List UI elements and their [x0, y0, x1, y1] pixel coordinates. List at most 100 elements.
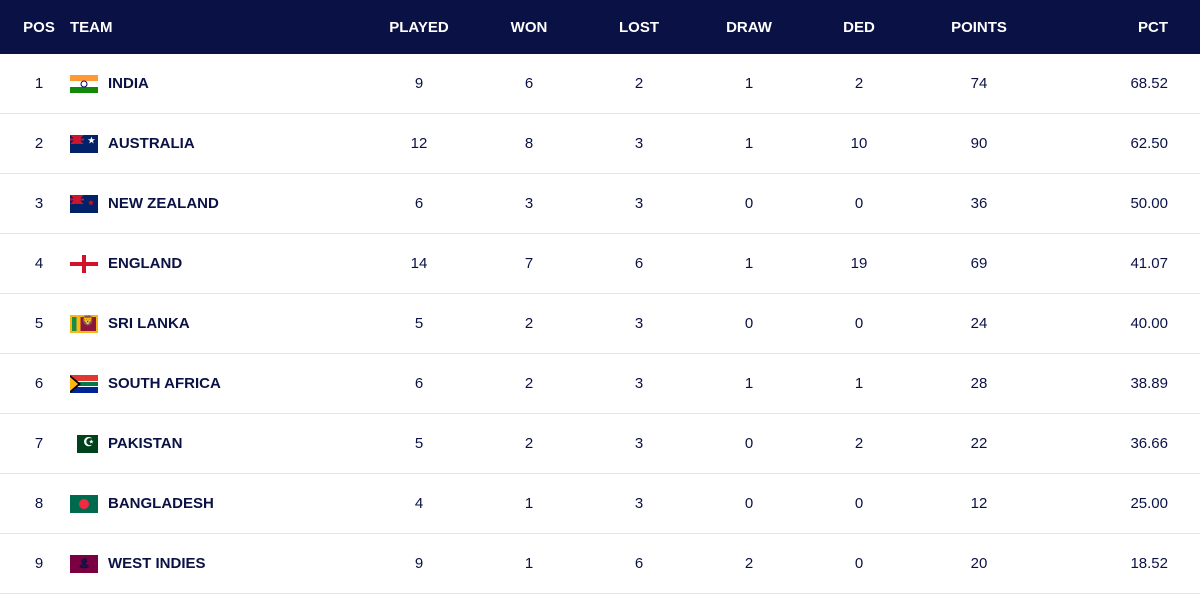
cell-played: 4: [364, 495, 474, 512]
cell-pct: 36.66: [1044, 435, 1174, 452]
cell-draw: 1: [694, 255, 804, 272]
cell-team[interactable]: BANGLADESH: [64, 495, 364, 513]
team-name: BANGLADESH: [108, 495, 214, 512]
cell-draw: 1: [694, 75, 804, 92]
table-row[interactable]: 9WEST INDIES916202018.52: [0, 534, 1200, 594]
table-row[interactable]: 4 ENGLAND 14761196941.07: [0, 234, 1200, 294]
cell-team[interactable]: ENGLAND: [64, 255, 364, 273]
cell-pct: 18.52: [1044, 555, 1174, 572]
team-name: INDIA: [108, 75, 149, 92]
table-row[interactable]: 1INDIA962127468.52: [0, 54, 1200, 114]
team-name: SRI LANKA: [108, 315, 190, 332]
cell-won: 2: [474, 375, 584, 392]
cell-played: 9: [364, 75, 474, 92]
cell-ded: 0: [804, 195, 914, 212]
cell-pos: 1: [14, 75, 64, 92]
cell-points: 22: [914, 435, 1044, 452]
team-name: ENGLAND: [108, 255, 182, 272]
cell-ded: 10: [804, 135, 914, 152]
team-name: NEW ZEALAND: [108, 195, 219, 212]
cell-won: 7: [474, 255, 584, 272]
team-name: SOUTH AFRICA: [108, 375, 221, 392]
cell-ded: 0: [804, 495, 914, 512]
col-points[interactable]: POINTS: [914, 19, 1044, 36]
cell-ded: 2: [804, 435, 914, 452]
col-team[interactable]: TEAM: [64, 19, 364, 36]
cell-won: 3: [474, 195, 584, 212]
cell-pos: 8: [14, 495, 64, 512]
col-pct[interactable]: PCT: [1044, 19, 1174, 36]
cell-team[interactable]: INDIA: [64, 75, 364, 93]
cell-team[interactable]: NEW ZEALAND: [64, 195, 364, 213]
cell-lost: 6: [584, 255, 694, 272]
cell-pos: 9: [14, 555, 64, 572]
table-row[interactable]: 7PAKISTAN523022236.66: [0, 414, 1200, 474]
cell-played: 6: [364, 195, 474, 212]
cell-played: 5: [364, 435, 474, 452]
cell-pct: 38.89: [1044, 375, 1174, 392]
cell-lost: 3: [584, 435, 694, 452]
col-ded[interactable]: DED: [804, 19, 914, 36]
cell-team[interactable]: SOUTH AFRICA: [64, 375, 364, 393]
cell-pct: 62.50: [1044, 135, 1174, 152]
cell-played: 9: [364, 555, 474, 572]
cell-played: 6: [364, 375, 474, 392]
cell-pct: 25.00: [1044, 495, 1174, 512]
cell-pct: 68.52: [1044, 75, 1174, 92]
team-name: WEST INDIES: [108, 555, 206, 572]
cell-pos: 4: [14, 255, 64, 272]
cell-points: 24: [914, 315, 1044, 332]
cell-won: 2: [474, 315, 584, 332]
col-pos[interactable]: POS: [14, 19, 64, 36]
cell-points: 20: [914, 555, 1044, 572]
cell-pct: 40.00: [1044, 315, 1174, 332]
cell-team[interactable]: PAKISTAN: [64, 435, 364, 453]
cell-pct: 41.07: [1044, 255, 1174, 272]
cell-pos: 2: [14, 135, 64, 152]
flag-icon: [70, 375, 98, 393]
cell-points: 90: [914, 135, 1044, 152]
cell-won: 6: [474, 75, 584, 92]
cell-played: 14: [364, 255, 474, 272]
cell-lost: 3: [584, 495, 694, 512]
flag-icon: [70, 495, 98, 513]
cell-draw: 0: [694, 495, 804, 512]
cell-points: 69: [914, 255, 1044, 272]
cell-pos: 6: [14, 375, 64, 392]
table-row[interactable]: 2AUSTRALIA12831109062.50: [0, 114, 1200, 174]
cell-won: 1: [474, 555, 584, 572]
cell-draw: 2: [694, 555, 804, 572]
flag-icon: [70, 255, 98, 273]
cell-team[interactable]: AUSTRALIA: [64, 135, 364, 153]
cell-team[interactable]: WEST INDIES: [64, 555, 364, 573]
cell-pos: 3: [14, 195, 64, 212]
col-draw[interactable]: DRAW: [694, 19, 804, 36]
table-row[interactable]: 3NEW ZEALAND633003650.00: [0, 174, 1200, 234]
col-won[interactable]: WON: [474, 19, 584, 36]
table-row[interactable]: 5SRI LANKA523002440.00: [0, 294, 1200, 354]
cell-pct: 50.00: [1044, 195, 1174, 212]
cell-points: 12: [914, 495, 1044, 512]
col-lost[interactable]: LOST: [584, 19, 694, 36]
cell-team[interactable]: SRI LANKA: [64, 315, 364, 333]
team-name: PAKISTAN: [108, 435, 182, 452]
cell-draw: 1: [694, 375, 804, 392]
cell-played: 5: [364, 315, 474, 332]
cell-draw: 0: [694, 435, 804, 452]
cell-pos: 5: [14, 315, 64, 332]
table-row[interactable]: 8BANGLADESH413001225.00: [0, 474, 1200, 534]
team-name: AUSTRALIA: [108, 135, 195, 152]
cell-draw: 0: [694, 315, 804, 332]
cell-ded: 19: [804, 255, 914, 272]
cell-points: 74: [914, 75, 1044, 92]
flag-icon: [70, 135, 98, 153]
cell-points: 36: [914, 195, 1044, 212]
table-row[interactable]: 6SOUTH AFRICA623112838.89: [0, 354, 1200, 414]
cell-lost: 6: [584, 555, 694, 572]
cell-ded: 2: [804, 75, 914, 92]
col-played[interactable]: PLAYED: [364, 19, 474, 36]
cell-won: 1: [474, 495, 584, 512]
cell-won: 2: [474, 435, 584, 452]
cell-pos: 7: [14, 435, 64, 452]
cell-ded: 0: [804, 315, 914, 332]
